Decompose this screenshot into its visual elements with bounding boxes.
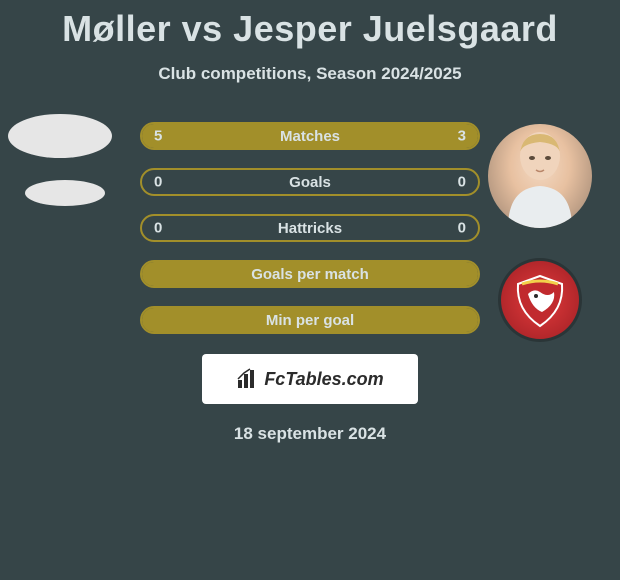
player-left-club-placeholder	[25, 180, 105, 206]
person-icon	[488, 124, 592, 228]
stat-value-left: 0	[154, 220, 162, 237]
stat-row: 0 0 Hattricks	[140, 214, 480, 242]
player-left-avatar-placeholder	[8, 114, 112, 158]
player-left-avatars	[8, 114, 112, 206]
stat-label: Min per goal	[266, 312, 354, 329]
page-title: Møller vs Jesper Juelsgaard	[0, 0, 620, 50]
player-right-avatar	[488, 124, 592, 228]
stat-label: Goals	[289, 174, 331, 191]
stat-value-left: 5	[154, 128, 162, 145]
stat-row: 0 0 Goals	[140, 168, 480, 196]
player-right-avatars	[488, 124, 592, 342]
fctables-badge: FcTables.com	[202, 354, 418, 404]
stat-value-right: 0	[458, 174, 466, 191]
stat-label: Matches	[280, 128, 340, 145]
stat-label: Hattricks	[278, 220, 342, 237]
stat-value-left: 0	[154, 174, 162, 191]
stat-value-right: 3	[458, 128, 466, 145]
bar-chart-icon	[236, 368, 258, 390]
stat-row: Goals per match	[140, 260, 480, 288]
fctables-label: FcTables.com	[264, 369, 383, 390]
club-crest-icon	[510, 270, 570, 330]
stat-label: Goals per match	[251, 266, 369, 283]
stat-row: Min per goal	[140, 306, 480, 334]
stat-row: 5 3 Matches	[140, 122, 480, 150]
player-right-club-badge	[498, 258, 582, 342]
date-label: 18 september 2024	[0, 424, 620, 444]
subtitle: Club competitions, Season 2024/2025	[0, 64, 620, 84]
stat-value-right: 0	[458, 220, 466, 237]
